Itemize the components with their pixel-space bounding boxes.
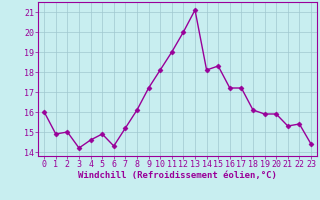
X-axis label: Windchill (Refroidissement éolien,°C): Windchill (Refroidissement éolien,°C) [78,171,277,180]
